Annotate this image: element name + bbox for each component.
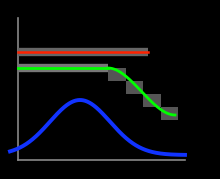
Bar: [143, 94, 161, 107]
Bar: [161, 107, 178, 120]
Bar: [108, 68, 125, 81]
Bar: [125, 81, 143, 94]
